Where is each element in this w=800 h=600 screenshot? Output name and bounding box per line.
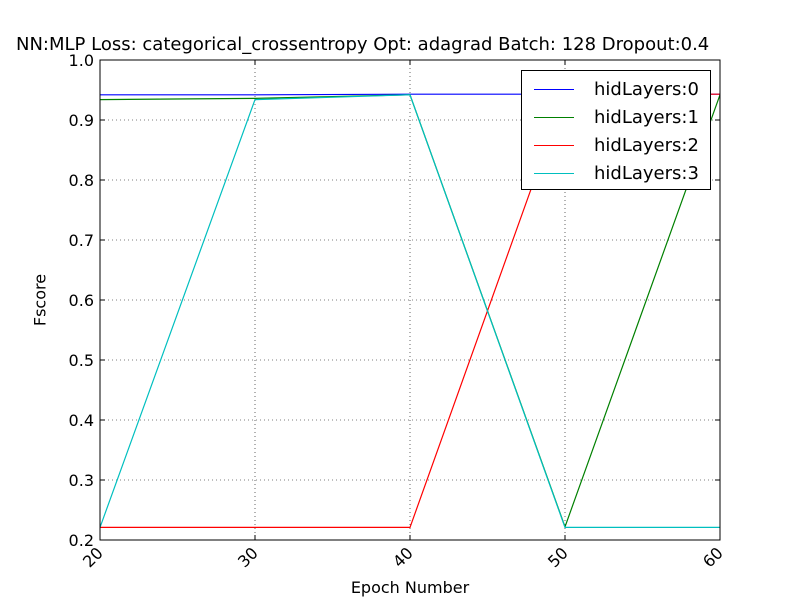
legend-label: hidLayers:1 (594, 106, 699, 128)
legend-item: hidLayers:1 (534, 105, 699, 129)
legend-label: hidLayers:0 (594, 78, 699, 100)
x-tick-label: 50 (544, 543, 572, 571)
legend-item: hidLayers:2 (534, 133, 699, 157)
chart-title: NN:MLP Loss: categorical_crossentropy Op… (16, 34, 710, 55)
y-tick-label: 0.9 (69, 111, 94, 130)
x-axis-label: Epoch Number (350, 578, 470, 597)
y-tick-label: 1.0 (69, 51, 94, 70)
y-tick-label: 0.7 (69, 231, 94, 250)
y-tick-label: 0.5 (69, 351, 94, 370)
legend-item: hidLayers:0 (534, 77, 699, 101)
legend-label: hidLayers:2 (594, 134, 699, 156)
x-tick-label: 60 (699, 543, 727, 571)
legend-swatch (534, 144, 574, 146)
x-tick-label: 30 (234, 543, 262, 571)
legend-item: hidLayers:3 (534, 161, 699, 185)
legend-swatch (534, 116, 574, 118)
y-tick-label: 0.2 (69, 531, 94, 550)
legend: hidLayers:0 hidLayers:1 hidLayers:2 hidL… (521, 70, 711, 190)
series-line (99, 94, 720, 529)
y-tick-label: 0.6 (69, 291, 94, 310)
y-axis-label: Fscore (30, 273, 50, 327)
y-tick-label: 0.3 (69, 471, 94, 490)
y-tick-label: 0.8 (69, 171, 94, 190)
y-tick-label: 0.4 (69, 411, 94, 430)
legend-label: hidLayers:3 (594, 162, 699, 184)
legend-swatch (534, 88, 574, 90)
x-tick-label: 40 (389, 543, 417, 571)
legend-swatch (534, 172, 574, 174)
